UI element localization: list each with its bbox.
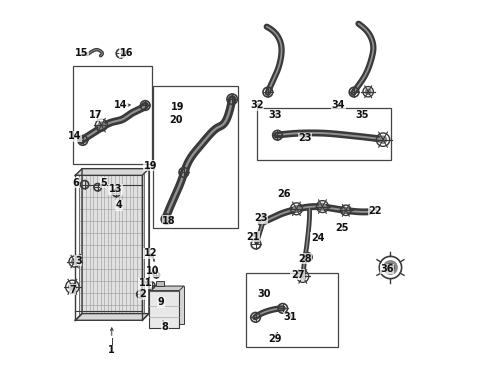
- Text: 16: 16: [120, 48, 134, 58]
- Text: 14: 14: [68, 131, 82, 141]
- Text: 13: 13: [108, 185, 122, 194]
- Bar: [154, 286, 184, 324]
- Text: 5: 5: [100, 178, 107, 188]
- Polygon shape: [149, 286, 184, 291]
- Circle shape: [319, 203, 326, 210]
- Text: 23: 23: [254, 213, 268, 223]
- Bar: [156, 280, 164, 286]
- Circle shape: [386, 263, 395, 272]
- Circle shape: [293, 206, 300, 212]
- Text: 23: 23: [298, 133, 312, 143]
- Circle shape: [98, 122, 104, 128]
- Bar: [78, 173, 144, 317]
- Text: 33: 33: [268, 110, 282, 120]
- Circle shape: [383, 260, 398, 275]
- Text: 20: 20: [170, 115, 183, 125]
- Circle shape: [300, 273, 306, 280]
- Text: 19: 19: [144, 161, 157, 171]
- Polygon shape: [76, 169, 149, 175]
- Text: 27: 27: [291, 270, 304, 280]
- Text: 4: 4: [116, 200, 122, 210]
- Text: 2: 2: [139, 289, 145, 299]
- Text: 7: 7: [69, 285, 75, 295]
- Circle shape: [68, 283, 76, 291]
- Text: 3: 3: [75, 256, 82, 266]
- Bar: [154, 86, 238, 228]
- Text: 31: 31: [284, 312, 297, 322]
- Circle shape: [380, 136, 386, 143]
- Text: 28: 28: [298, 254, 312, 264]
- Text: 12: 12: [144, 248, 157, 258]
- Bar: [149, 291, 180, 329]
- Text: 19: 19: [171, 101, 184, 112]
- Text: 6: 6: [72, 178, 80, 188]
- Bar: [246, 273, 338, 347]
- Text: 26: 26: [278, 189, 291, 199]
- Text: 22: 22: [368, 206, 382, 216]
- Circle shape: [366, 89, 371, 95]
- Text: 15: 15: [76, 48, 89, 58]
- Text: 10: 10: [146, 266, 160, 276]
- Text: 14: 14: [114, 100, 128, 110]
- Text: 9: 9: [158, 297, 164, 307]
- Text: 29: 29: [268, 334, 282, 344]
- Text: 17: 17: [90, 110, 103, 120]
- Text: 32: 32: [250, 100, 264, 110]
- Circle shape: [72, 258, 78, 264]
- Text: 36: 36: [380, 264, 394, 274]
- Text: 34: 34: [332, 100, 345, 110]
- Text: 11: 11: [138, 278, 152, 288]
- Polygon shape: [76, 314, 149, 320]
- Text: 35: 35: [356, 110, 369, 120]
- Text: 21: 21: [246, 232, 260, 242]
- Text: 24: 24: [311, 233, 324, 243]
- Text: 8: 8: [162, 322, 168, 332]
- Text: 25: 25: [336, 223, 349, 233]
- Text: 30: 30: [258, 289, 271, 298]
- Bar: [256, 108, 391, 160]
- Text: 1: 1: [108, 345, 115, 355]
- Circle shape: [343, 207, 348, 213]
- Bar: [74, 66, 152, 164]
- Text: 18: 18: [162, 216, 176, 226]
